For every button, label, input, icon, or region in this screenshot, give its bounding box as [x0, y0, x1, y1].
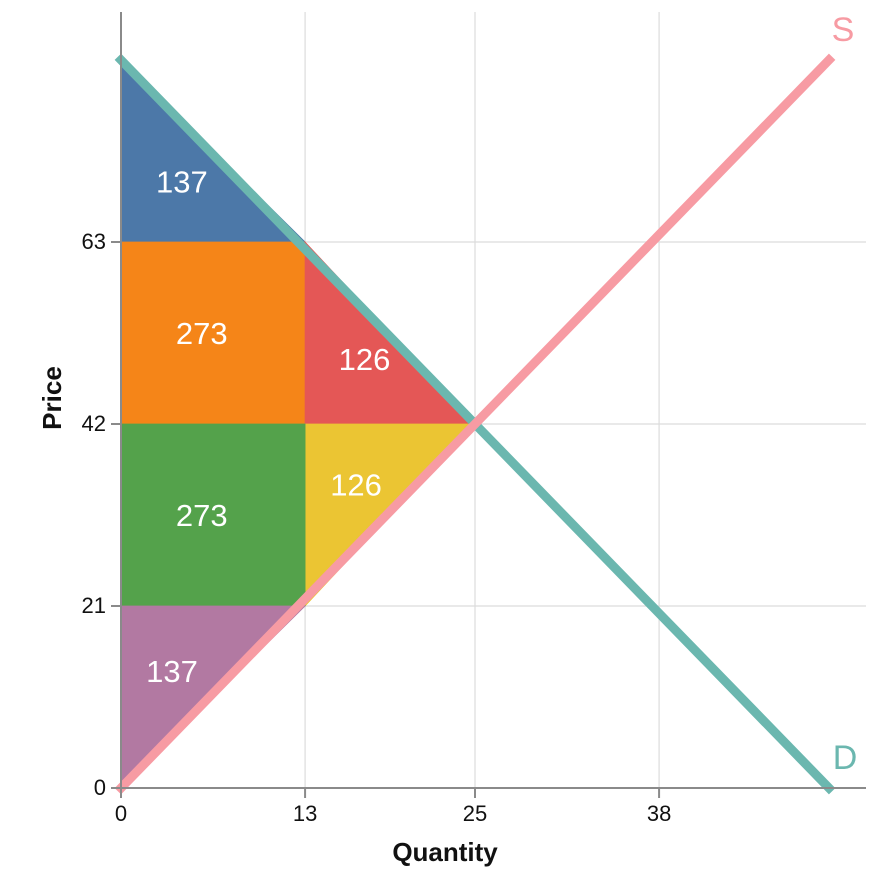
s-curve-label: S — [832, 11, 855, 49]
y-tick-label-63: 63 — [82, 229, 106, 254]
y-tick-label-42: 42 — [82, 411, 106, 436]
x-tick-label-25: 25 — [463, 801, 487, 826]
x-axis-title: Quantity — [392, 837, 498, 867]
x-tick-label-13: 13 — [293, 801, 317, 826]
region-3-value-label: 126 — [339, 342, 391, 377]
d-curve-label: D — [833, 739, 858, 777]
x-tick-label-38: 38 — [647, 801, 671, 826]
axis-layer: 0 13 25 38 0 21 42 63 Quantity Price — [37, 12, 866, 867]
y-tick-label-0: 0 — [94, 775, 106, 800]
y-tick-label-21: 21 — [82, 593, 106, 618]
y-axis-title: Price — [37, 366, 67, 430]
region-2-value-label: 273 — [176, 316, 228, 351]
line-layer — [114, 53, 836, 795]
region-4-value-label: 126 — [330, 468, 382, 503]
label-layer: 137 273 126 126 273 137 D S — [146, 11, 857, 777]
region-5-value-label: 273 — [176, 498, 228, 533]
s-curve-line — [114, 53, 836, 795]
region-6-value-label: 137 — [146, 654, 198, 689]
x-tick-label-0: 0 — [115, 801, 127, 826]
region-1-value-label: 137 — [156, 164, 208, 199]
